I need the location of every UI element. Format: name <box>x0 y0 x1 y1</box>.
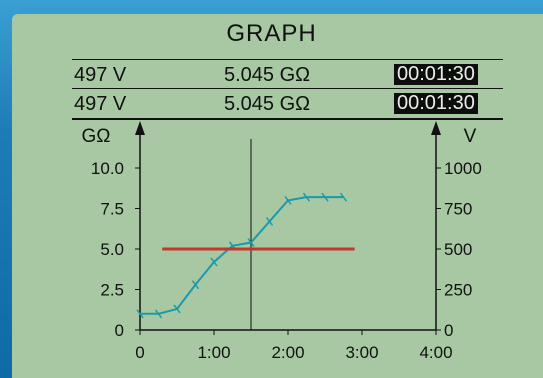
resistance-point <box>191 280 200 290</box>
right-tick-label: 1000 <box>444 159 482 178</box>
x-tick-label: 2:00 <box>271 343 304 362</box>
voltage-reading: 497 V <box>74 93 127 115</box>
right-tick-labels: 1000 750 500 250 0 <box>436 159 482 340</box>
row-divider <box>72 88 503 89</box>
resistance-point <box>321 192 329 202</box>
left-tick-labels: 10.0 7.5 5.0 2.5 0 <box>91 159 140 340</box>
chart-series <box>136 192 355 319</box>
left-tick-label: 10.0 <box>91 159 124 178</box>
screen-title: GRAPH <box>226 20 317 47</box>
header-divider-top <box>72 59 503 60</box>
reading-row-2: 497 V 5.045 GΩ 00:01:30 <box>0 93 543 115</box>
resistance-point <box>173 304 181 314</box>
left-tick-label: 5.0 <box>100 240 124 259</box>
left-tick-label: 0 <box>115 321 124 340</box>
reading-row-1: 497 V 5.045 GΩ 00:01:30 <box>0 64 543 86</box>
right-tick-label: 0 <box>444 321 453 340</box>
elapsed-time: 00:01:30 <box>394 93 478 114</box>
resistance-point <box>247 238 255 247</box>
right-tick-label: 250 <box>444 281 472 300</box>
x-tick-labels: 0 1:00 2:00 3:00 4:00 <box>135 330 453 362</box>
resistance-point <box>339 192 348 202</box>
resistance-point <box>154 309 163 319</box>
left-tick-label: 2.5 <box>100 281 124 300</box>
resistance-point <box>302 192 311 202</box>
left-axis-unit: GΩ <box>82 126 111 147</box>
elapsed-time: 00:01:30 <box>394 64 478 85</box>
resistance-point <box>210 257 218 267</box>
resistance-point <box>284 195 292 205</box>
voltage-reading: 497 V <box>74 64 127 86</box>
x-tick-label: 4:00 <box>419 343 452 362</box>
x-tick-label: 3:00 <box>345 343 378 362</box>
resistance-point <box>136 309 144 319</box>
right-axis-unit: V <box>464 126 477 147</box>
resistance-reading: 5.045 GΩ <box>224 93 311 115</box>
right-axis-arrow <box>431 121 441 135</box>
right-tick-label: 750 <box>444 200 472 219</box>
right-tick-label: 500 <box>444 240 472 259</box>
left-tick-label: 7.5 <box>100 200 124 219</box>
x-tick-label: 0 <box>135 343 144 362</box>
resistance-point <box>265 217 274 226</box>
axes <box>135 121 441 331</box>
left-axis-arrow <box>135 121 145 135</box>
header-divider-bottom <box>72 118 503 120</box>
x-tick-label: 1:00 <box>197 343 230 362</box>
resistance-series-line <box>140 196 344 315</box>
resistance-reading: 5.045 GΩ <box>224 64 311 86</box>
